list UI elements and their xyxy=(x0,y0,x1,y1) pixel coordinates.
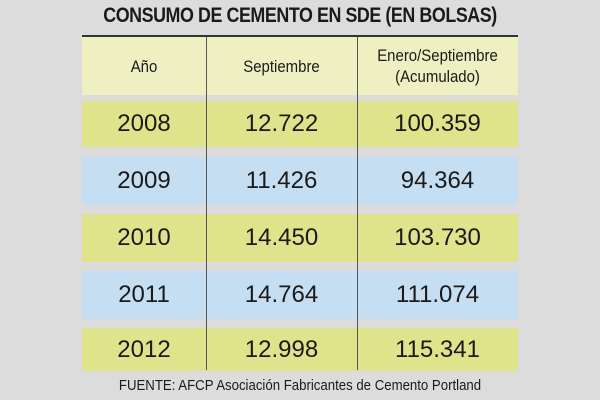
accumulated-cell: 111.074 xyxy=(395,281,480,308)
top-rule xyxy=(82,35,518,37)
september-cell: 12.722 xyxy=(244,110,319,137)
accumulated-cell: 94.364 xyxy=(400,167,475,194)
table-row: 2011 14.764 111.074 xyxy=(82,271,518,319)
header-accumulated-line2: (Acumulado) xyxy=(395,67,480,86)
column-divider xyxy=(357,37,358,370)
table-row: 2010 14.450 103.730 xyxy=(82,214,518,262)
year-cell: 2008 xyxy=(117,110,171,137)
header-accumulated: Enero/Septiembre (Acumulado) xyxy=(367,45,509,87)
table-row: 2008 12.722 100.359 xyxy=(82,101,518,147)
accumulated-cell: 115.341 xyxy=(395,335,480,363)
source-note: FUENTE: AFCP Asociación Fabricantes de C… xyxy=(118,377,482,394)
september-cell: 12.998 xyxy=(244,335,319,363)
table-title: CONSUMO DE CEMENTO EN SDE (EN BOLSAS) xyxy=(103,4,497,27)
year-cell: 2012 xyxy=(117,335,171,363)
september-cell: 14.764 xyxy=(244,281,319,308)
header-row: Año Septiembre Enero/Septiembre (Acumulad… xyxy=(82,37,518,95)
year-cell: 2009 xyxy=(117,167,171,194)
table-row: 2012 12.998 115.341 xyxy=(82,328,518,371)
header-year: Año xyxy=(130,56,158,76)
september-cell: 14.450 xyxy=(244,224,319,251)
accumulated-cell: 103.730 xyxy=(394,224,481,251)
accumulated-cell: 100.359 xyxy=(394,110,481,137)
year-cell: 2011 xyxy=(118,281,170,308)
year-cell: 2010 xyxy=(117,224,171,251)
column-divider xyxy=(206,37,207,370)
september-cell: 11.426 xyxy=(245,167,318,194)
header-accumulated-line1: Enero/Septiembre xyxy=(377,46,498,65)
header-september: Septiembre xyxy=(243,56,320,76)
table-row: 2009 11.426 94.364 xyxy=(82,157,518,205)
